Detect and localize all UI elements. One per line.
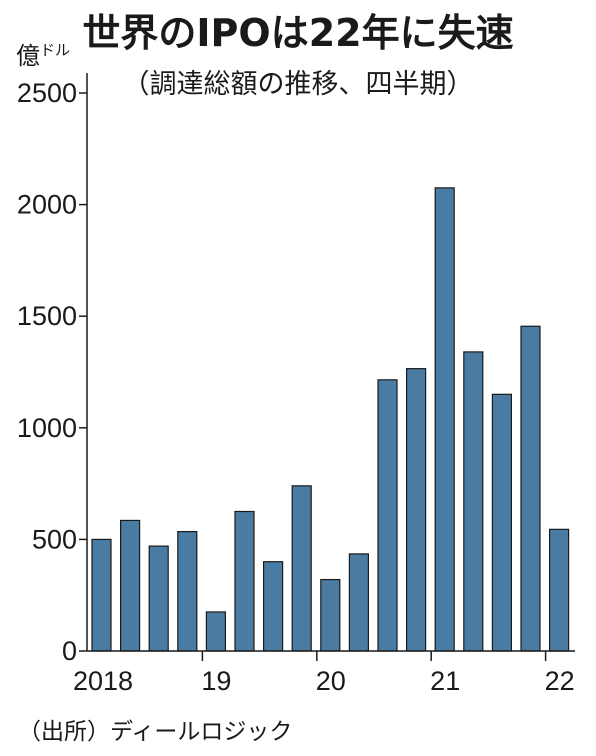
bar-2020Q1 [320, 578, 341, 652]
unit-small: ドル [40, 41, 71, 59]
y-tick-label: 2500 [17, 78, 77, 108]
x-tick-label: 20 [316, 666, 346, 696]
bar-2021Q2 [463, 351, 484, 652]
y-tick-label: 1000 [17, 413, 77, 443]
bar-2019Q4 [291, 485, 312, 652]
bar-2018Q2 [119, 519, 141, 652]
y-tick-label: 0 [62, 636, 77, 666]
source-note: （出所）ディールロジック [18, 719, 293, 745]
bar-2018Q4 [177, 530, 198, 652]
bar-2022Q1 [548, 528, 570, 652]
chart-title: 世界のIPOは22年に失速 [82, 11, 514, 55]
bar-2018Q1 [91, 538, 112, 652]
chart-subtitle: （調達総額の推移、四半期） [122, 69, 474, 100]
y-axis-unit: 億ドル [16, 36, 70, 71]
bar-2021Q3 [491, 393, 512, 652]
bar-2020Q4 [406, 368, 427, 652]
bar-2020Q2 [348, 553, 369, 652]
unit-main: 億 [16, 42, 40, 70]
y-tick-label: 1500 [17, 301, 77, 331]
x-tick-label: 21 [430, 666, 460, 696]
x-tick-label: 2018 [73, 666, 133, 696]
x-tick-label: 22 [545, 666, 575, 696]
y-tick-label: 500 [32, 524, 77, 554]
bar-2018Q3 [148, 545, 169, 652]
x-tick-label: 19 [201, 666, 231, 696]
bar-2019Q3 [263, 561, 284, 652]
bar-2020Q3 [377, 379, 398, 652]
bar-2019Q1 [205, 611, 226, 652]
y-tick-label: 2000 [17, 190, 77, 220]
bar-2019Q2 [234, 510, 255, 652]
bar-2021Q4 [520, 325, 541, 652]
bar-2021Q1 [434, 187, 455, 652]
